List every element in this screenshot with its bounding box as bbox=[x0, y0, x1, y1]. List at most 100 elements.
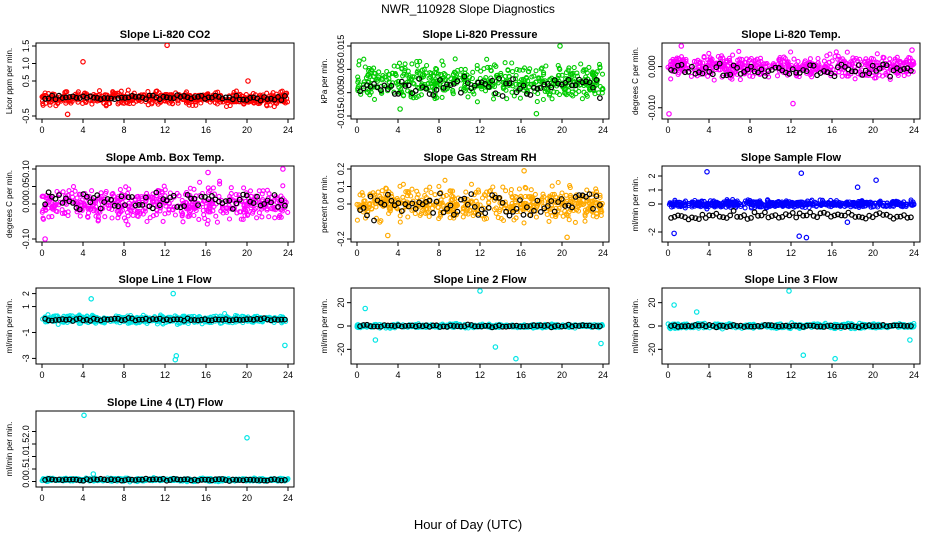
data-point bbox=[180, 219, 186, 225]
data-point bbox=[471, 91, 477, 97]
reference-point bbox=[367, 323, 374, 330]
reference-point bbox=[111, 96, 118, 102]
data-point bbox=[589, 70, 596, 76]
data-point bbox=[450, 213, 456, 219]
panel-title: Slope Li-820 Temp. bbox=[741, 29, 840, 41]
reference-point bbox=[876, 65, 883, 72]
outlier-point bbox=[533, 110, 540, 117]
y-tick-label: 2 bbox=[21, 291, 31, 296]
y-tick-label: 1 bbox=[647, 187, 657, 192]
data-point bbox=[574, 70, 580, 76]
reference-point bbox=[42, 201, 48, 208]
reference-point bbox=[883, 62, 890, 69]
reference-point bbox=[734, 213, 740, 220]
reference-point bbox=[198, 92, 205, 99]
outlier-point bbox=[513, 355, 519, 362]
reference-point bbox=[720, 72, 727, 79]
reference-point bbox=[451, 211, 457, 218]
reference-point bbox=[250, 316, 257, 323]
data-point bbox=[832, 53, 838, 60]
reference-point bbox=[160, 93, 167, 100]
reference-point bbox=[222, 316, 229, 323]
data-point bbox=[441, 71, 447, 77]
data-point bbox=[96, 88, 103, 94]
reference-point bbox=[118, 193, 125, 200]
reference-point bbox=[901, 65, 907, 72]
x-tick-label: 20 bbox=[557, 125, 567, 135]
data-point bbox=[428, 189, 434, 196]
data-point bbox=[471, 192, 477, 198]
data-point bbox=[733, 202, 740, 208]
reference-point bbox=[42, 95, 48, 102]
y-axis-label: kPa per min. bbox=[320, 59, 329, 104]
y-tick-label: -1 bbox=[21, 328, 31, 336]
data-point bbox=[443, 192, 449, 198]
data-point bbox=[500, 184, 506, 190]
outlier-point bbox=[704, 169, 710, 175]
reference-point bbox=[699, 70, 706, 77]
data-point bbox=[549, 213, 555, 219]
x-tick-label: 12 bbox=[475, 370, 485, 380]
x-tick-label: 0 bbox=[354, 248, 359, 258]
plot-frame bbox=[35, 42, 295, 120]
data-point bbox=[541, 70, 547, 76]
outlier-point bbox=[42, 236, 48, 242]
x-tick-label: 20 bbox=[868, 125, 878, 135]
reference-point bbox=[177, 93, 184, 100]
reference-point bbox=[810, 212, 817, 219]
reference-point bbox=[755, 212, 761, 219]
data-point bbox=[705, 73, 711, 79]
reference-point bbox=[583, 322, 589, 329]
data-point bbox=[125, 222, 131, 228]
reference-point bbox=[388, 197, 395, 204]
data-point bbox=[850, 201, 856, 208]
reference-point bbox=[139, 201, 146, 208]
reference-point bbox=[371, 323, 377, 330]
reference-point bbox=[908, 214, 914, 221]
data-point bbox=[477, 202, 483, 208]
reference-point bbox=[367, 193, 374, 200]
reference-point bbox=[821, 68, 827, 74]
data-point bbox=[578, 61, 584, 67]
reference-point bbox=[692, 215, 699, 222]
data-point bbox=[872, 200, 878, 206]
reference-point bbox=[796, 69, 803, 76]
reference-point bbox=[254, 193, 261, 200]
data-point bbox=[244, 212, 251, 219]
outlier-point bbox=[172, 356, 179, 363]
reference-point bbox=[527, 212, 534, 219]
data-point bbox=[509, 60, 515, 66]
data-point bbox=[193, 102, 199, 108]
reference-point bbox=[524, 204, 530, 211]
reference-point bbox=[59, 316, 66, 323]
data-point bbox=[445, 74, 451, 80]
x-tick-label: 16 bbox=[201, 370, 211, 380]
reference-point bbox=[45, 189, 52, 196]
data-point bbox=[448, 188, 454, 194]
reference-point bbox=[118, 317, 125, 324]
y-tick-label: 0.05 bbox=[21, 178, 31, 196]
data-point bbox=[93, 213, 99, 219]
data-point bbox=[388, 191, 394, 197]
reference-point bbox=[489, 324, 496, 331]
data-point bbox=[597, 65, 603, 71]
data-point bbox=[242, 212, 248, 219]
data-point bbox=[806, 204, 812, 211]
data-points bbox=[665, 288, 917, 362]
data-point bbox=[450, 188, 456, 194]
data-point bbox=[503, 87, 509, 93]
x-tick-label: 24 bbox=[598, 248, 608, 258]
y-axis-label: ml/min per min. bbox=[320, 299, 329, 354]
reference-point bbox=[513, 205, 520, 212]
data-point bbox=[219, 320, 225, 326]
data-point bbox=[543, 86, 549, 92]
reference-point bbox=[278, 197, 285, 204]
reference-point bbox=[374, 84, 381, 91]
data-point bbox=[395, 78, 401, 84]
data-point bbox=[366, 204, 372, 210]
reference-point bbox=[534, 85, 541, 92]
data-point bbox=[872, 75, 878, 81]
reference-point bbox=[730, 207, 737, 214]
reference-point bbox=[478, 323, 485, 330]
